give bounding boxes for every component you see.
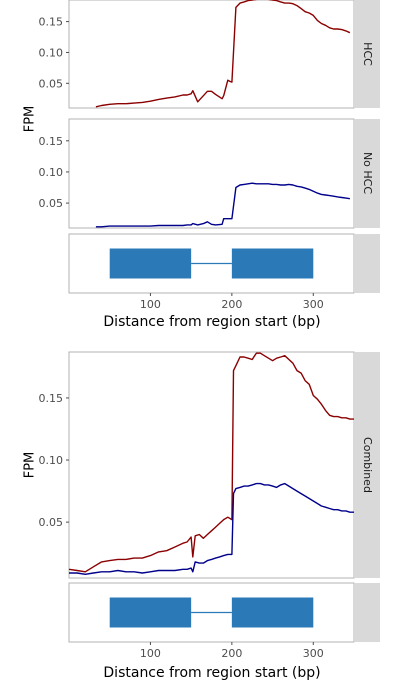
gene-bottom-exon-1: [110, 598, 191, 628]
gene-top-xtick-label: 200: [221, 298, 242, 311]
combined-ytick-label: 0.15: [39, 392, 64, 405]
gene-top-exon-2: [232, 249, 313, 279]
no-hcc-ytick-label: 0.05: [39, 197, 64, 210]
gene-bottom-xtick-label: 100: [140, 647, 161, 660]
y-axis-label-top: FPM: [23, 106, 38, 133]
gene-top-exon-1: [110, 249, 191, 279]
strip-gene-top: [355, 234, 380, 293]
hcc-ytick-label: 0.10: [39, 46, 64, 59]
panel-combined-border: [69, 352, 354, 578]
no-hcc-ytick-label: 0.15: [39, 135, 64, 148]
panel-hcc: 0.05 0.10 0.15 HCC: [39, 0, 381, 108]
panel-no-hcc: 0.05 0.10 0.15 No HCC: [39, 119, 381, 228]
strip-combined-label: Combined: [361, 437, 374, 493]
y-axis-label-bottom: FPM: [23, 452, 38, 479]
gene-top-xtick-label: 300: [303, 298, 324, 311]
gene-bottom-xtick-label: 300: [303, 647, 324, 660]
x-axis-label-top: Distance from region start (bp): [103, 314, 320, 330]
panel-no-hcc-border: [69, 119, 354, 228]
hcc-ytick-label: 0.15: [39, 16, 64, 29]
no-hcc-ytick-label: 0.10: [39, 166, 64, 179]
x-axis-top: 100 200 300: [140, 293, 324, 311]
panel-combined: 0.05 0.10 0.15 Combined: [39, 352, 381, 578]
combined-ytick-label: 0.05: [39, 516, 64, 529]
gene-model-bottom: 100 200 300: [69, 583, 380, 660]
strip-hcc-label: HCC: [361, 42, 374, 66]
x-axis-label-bottom: Distance from region start (bp): [103, 665, 320, 681]
gene-top-xtick-label: 100: [140, 298, 161, 311]
strip-gene-bottom: [355, 583, 380, 642]
combined-ytick-label: 0.10: [39, 454, 64, 467]
gene-bottom-exon-2: [232, 598, 313, 628]
gene-bottom-xtick-label: 200: [221, 647, 242, 660]
strip-no-hcc-label: No HCC: [361, 152, 374, 194]
x-axis-bottom: 100 200 300: [140, 642, 324, 660]
hcc-ytick-label: 0.05: [39, 77, 64, 90]
gene-model-top: 100 200 300: [69, 234, 380, 311]
